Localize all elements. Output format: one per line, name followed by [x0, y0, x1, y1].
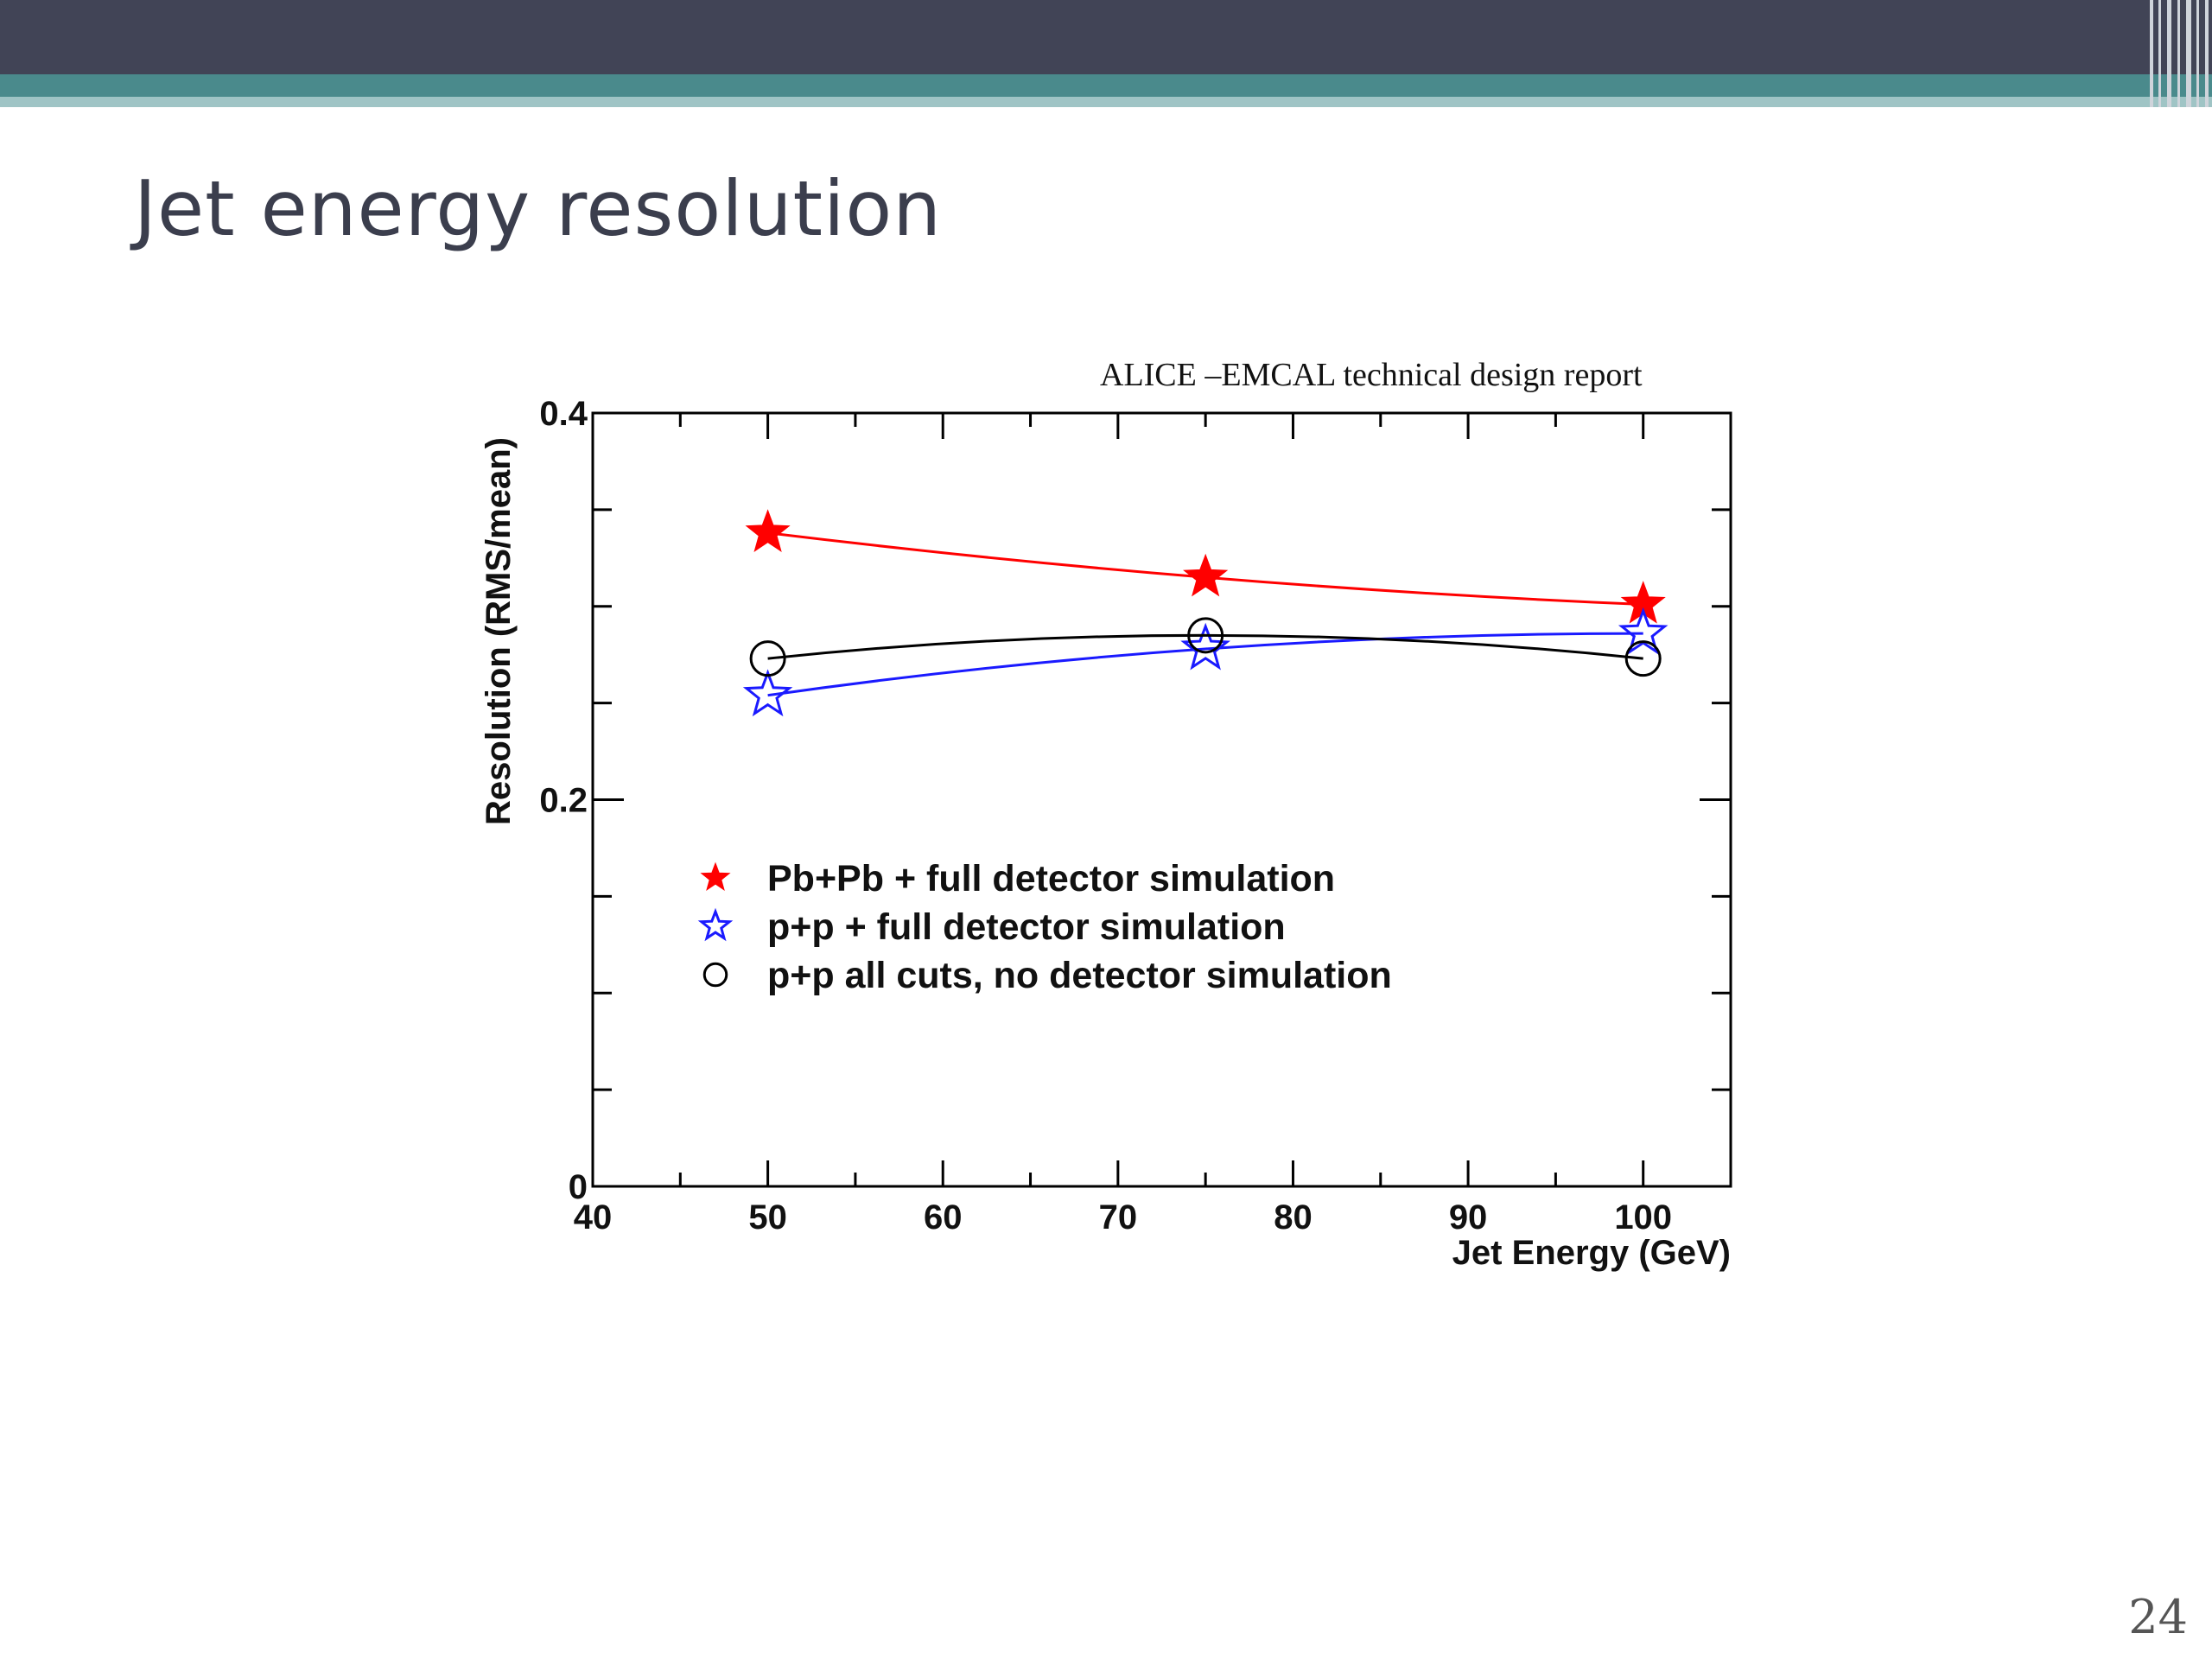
series-line-2	[767, 632, 1643, 697]
data-point-2	[1180, 622, 1230, 671]
data-point-1	[1620, 581, 1666, 624]
data-point-1	[745, 509, 791, 552]
data-point-2	[1618, 607, 1669, 655]
legend-label-2: p+p + full detector simulation	[767, 906, 1286, 948]
x-tick-label: 90	[1449, 1198, 1488, 1236]
slide-title: Jet energy resolution	[134, 164, 943, 253]
series-line-3	[767, 633, 1643, 660]
x-axis-title: Jet Energy (GeV)	[1452, 1234, 1731, 1272]
edge-stripes	[2143, 0, 2212, 107]
teal-band	[0, 74, 2212, 97]
data-point-3	[1624, 640, 1662, 677]
y-tick-label: 0.4	[539, 395, 588, 433]
teal-band-light	[0, 97, 2212, 107]
x-tick-label: 70	[1099, 1198, 1138, 1236]
data-point-2	[742, 669, 793, 717]
source-caption: ALICE –EMCAL technical design report	[1100, 357, 1643, 393]
top-bar	[0, 0, 2212, 74]
legend-label-1: Pb+Pb + full detector simulation	[767, 858, 1335, 899]
legend-marker-2	[697, 907, 734, 942]
x-tick-label: 40	[574, 1198, 613, 1236]
data-point-3	[749, 640, 786, 677]
data-point-3	[1187, 617, 1224, 654]
page-number: 24	[2128, 1590, 2188, 1644]
legend-marker-1	[700, 861, 731, 891]
x-tick-label: 100	[1614, 1198, 1672, 1236]
x-tick-label: 80	[1274, 1198, 1313, 1236]
data-point-1	[1183, 553, 1229, 597]
y-tick-label: 0.2	[539, 782, 588, 820]
y-axis-title: Resolution (RMS/mean)	[480, 437, 518, 825]
legend-label-3: p+p all cuts, no detector simulation	[767, 955, 1392, 996]
x-tick-label: 60	[924, 1198, 963, 1236]
legend-marker-3	[702, 962, 728, 988]
y-tick-label: 0	[569, 1168, 588, 1206]
x-tick-label: 50	[748, 1198, 787, 1236]
